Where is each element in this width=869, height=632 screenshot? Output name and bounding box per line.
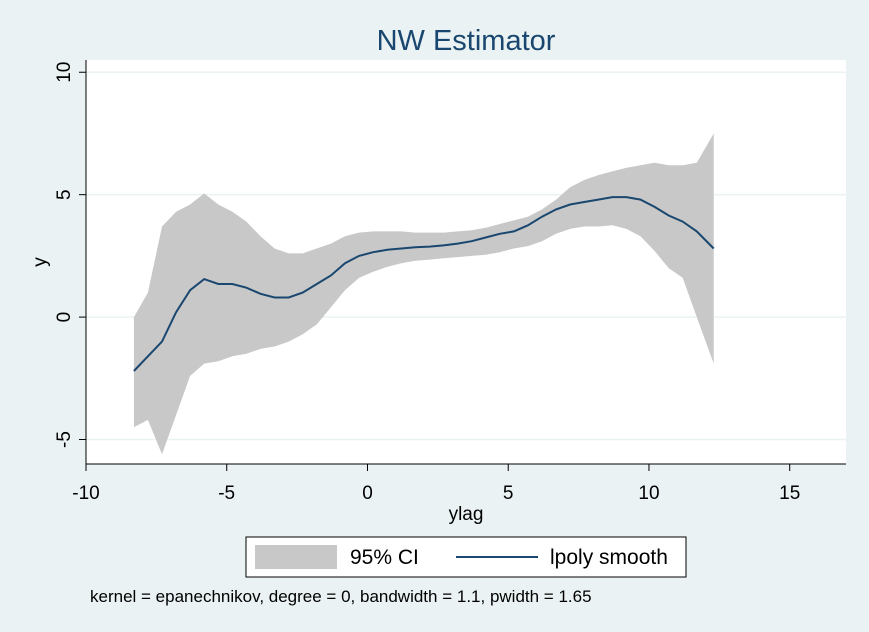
smooth-line-layer — [133, 196, 715, 372]
x-tick-label: 0 — [362, 483, 373, 504]
ci-area-layer — [133, 133, 714, 455]
ci-band — [133, 133, 714, 455]
y-tick-label: 10 — [54, 62, 75, 83]
legend: 95% CI lpoly smooth — [245, 536, 687, 578]
axes-layer: -5 0 5 10 -10 -5 0 5 10 15 — [54, 60, 846, 504]
legend-ci-swatch — [255, 545, 337, 569]
chart-title: NW Estimator — [377, 25, 556, 57]
x-tick-label: -5 — [218, 483, 235, 504]
y-tick-label: 5 — [54, 189, 75, 200]
x-tick-label: 15 — [779, 483, 800, 504]
x-axis-title: ylag — [449, 504, 484, 525]
y-tick-label: -5 — [54, 431, 75, 448]
kernel-note: kernel = epanechnikov, degree = 0, bandw… — [90, 587, 592, 606]
x-tick-label: 5 — [503, 483, 514, 504]
x-tick-label: -10 — [72, 483, 99, 504]
lpoly-smooth-line — [133, 196, 715, 372]
x-tick-label: 10 — [638, 483, 659, 504]
legend-ci-label: 95% CI — [350, 546, 419, 569]
y-tick-label: 0 — [54, 312, 75, 323]
y-axis-title: y — [30, 257, 51, 267]
legend-line-label: lpoly smooth — [550, 546, 668, 569]
